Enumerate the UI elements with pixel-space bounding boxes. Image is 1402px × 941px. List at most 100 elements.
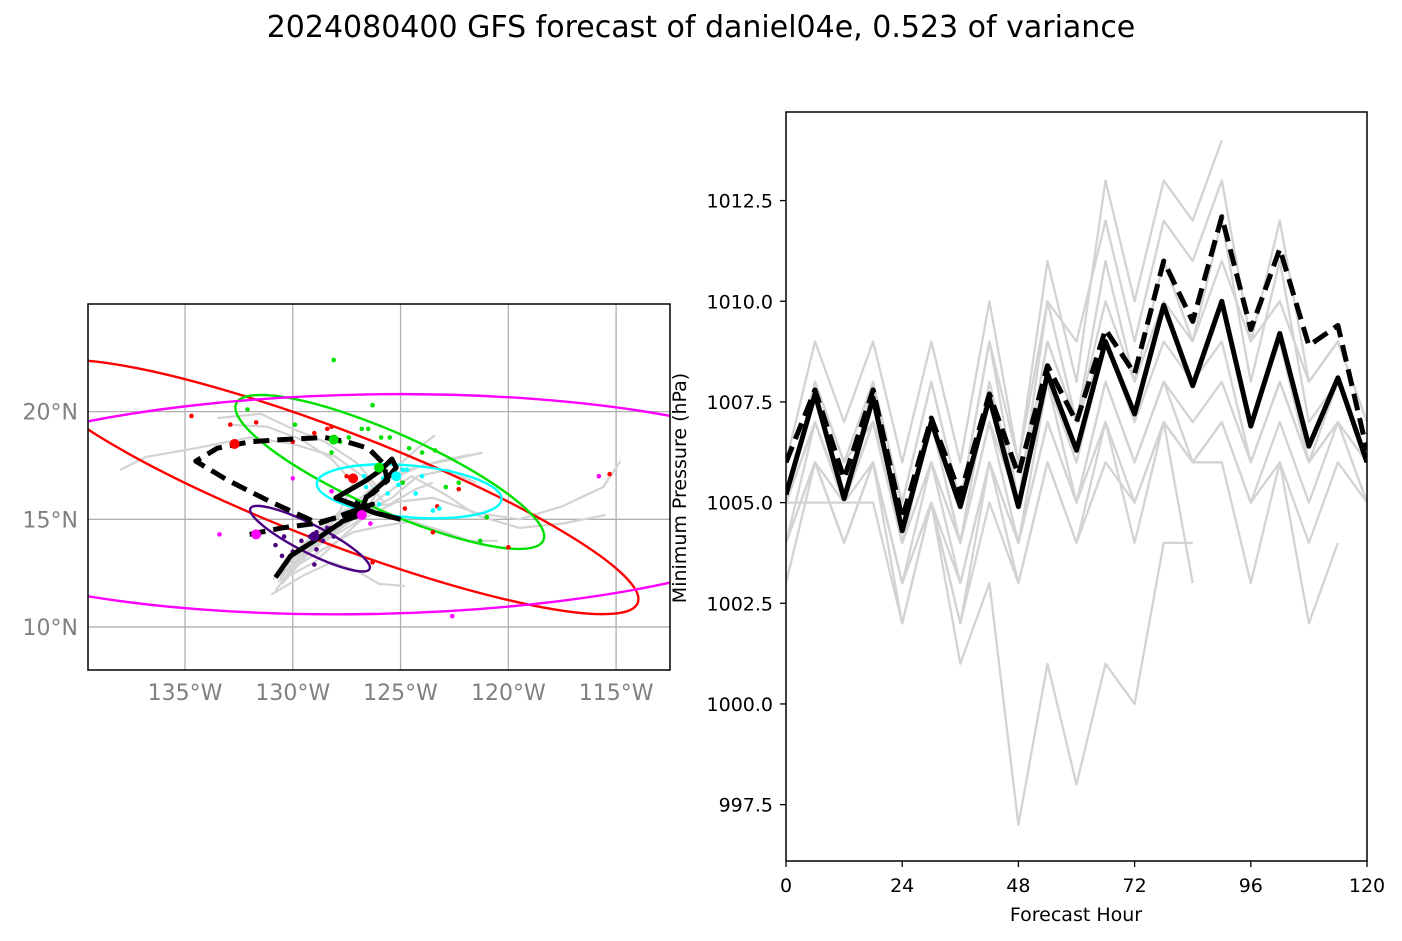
member-point-indigo (299, 538, 304, 544)
member-point-red (402, 506, 408, 511)
member-point-cyan (363, 484, 369, 490)
member-point-cyan (413, 491, 418, 496)
y-axis-label: Minimum Pressure (hPa) (669, 373, 691, 603)
member-point-green (378, 435, 384, 440)
member-point-magenta (217, 532, 222, 537)
member-point-green (443, 484, 449, 490)
pressure-ticks: 0 24 48 72 96 120 997.5 1000.0 1002.5 1005.0 1007.… (707, 191, 1386, 897)
x-tick-label: 72 (1123, 875, 1147, 897)
x-tick-label: 24 (890, 875, 914, 897)
map-ytick-label: 15°N (23, 508, 78, 533)
y-tick-label: 1007.5 (707, 392, 773, 414)
cluster-ellipse-cyan (315, 463, 503, 520)
member-point-green (292, 422, 298, 427)
member-point-red (456, 486, 462, 492)
ensemble-track (277, 460, 622, 583)
cluster-ellipse-green (234, 393, 546, 551)
cluster-centroids (229, 434, 402, 542)
cluster-ellipse-magenta (88, 392, 670, 616)
member-point-magenta (329, 489, 334, 494)
x-tick-label: 0 (780, 875, 792, 897)
centroid-indigo (309, 531, 320, 542)
member-point-indigo (279, 553, 285, 559)
member-point-green (419, 450, 425, 455)
centroid-green (374, 462, 384, 473)
member-point-green (432, 448, 438, 453)
member-point-indigo (273, 542, 278, 548)
member-point-green (359, 426, 365, 432)
member-point-magenta (368, 521, 373, 526)
centroid-magenta (251, 529, 262, 540)
pressure-series (786, 139, 1367, 826)
member-point-green (346, 435, 352, 440)
x-tick-label: 48 (1006, 875, 1030, 897)
member-point-green (484, 514, 490, 520)
map-ytick-label: 20°N (23, 401, 78, 426)
y-tick-label: 1012.5 (707, 191, 773, 213)
member-point-cyan (385, 491, 390, 496)
member-point-cyan (404, 467, 410, 473)
map-ytick-label: 10°N (23, 616, 78, 641)
ensemble-track (270, 561, 405, 596)
member-point-indigo (331, 534, 337, 539)
map-frame (87, 303, 671, 671)
map-xtick-label: 120°W (471, 681, 546, 706)
centroid-cyan (391, 471, 402, 482)
y-tick-label: 1005.0 (707, 493, 773, 515)
member-point-red (189, 413, 194, 419)
member-point-green (245, 407, 250, 412)
member-point-magenta (596, 473, 602, 479)
member-point-cyan (419, 473, 425, 479)
pressure-line-ensemble (786, 420, 1194, 625)
member-point-magenta (449, 613, 455, 619)
member-point-red (227, 422, 233, 427)
map-xtick-label: 125°W (363, 681, 438, 706)
member-point-green (406, 445, 412, 451)
ensemble-track (278, 453, 470, 581)
member-point-indigo (281, 534, 287, 539)
map-xtick-label: 130°W (255, 681, 330, 706)
member-point-cyan (376, 501, 382, 507)
member-point-red (370, 560, 375, 565)
member-point-green (456, 480, 462, 485)
member-point-green (387, 435, 393, 440)
member-point-red (324, 426, 330, 432)
member-point-red (506, 544, 511, 550)
pressure-line-ensemble (786, 179, 1367, 504)
member-point-green (365, 426, 371, 432)
x-tick-label: 120 (1349, 875, 1385, 897)
member-point-red (430, 529, 436, 535)
member-point-cyan (400, 467, 406, 473)
member-point-green (370, 402, 375, 408)
member-point-indigo (320, 538, 326, 544)
member-point-green (331, 357, 337, 363)
ensemble-track (119, 436, 385, 574)
mean-track-solid (273, 456, 402, 579)
member-point-indigo (312, 562, 317, 567)
centroid-magenta (356, 509, 367, 520)
map-gridlines (88, 304, 670, 670)
member-point-red (329, 424, 334, 430)
member-point-red (312, 430, 317, 436)
pressure-line-ensemble (786, 501, 1193, 826)
pressure-line-ensemble (786, 380, 1367, 585)
member-point-indigo (314, 547, 319, 552)
member-point-red (253, 420, 259, 425)
member-point-magenta (290, 476, 296, 481)
member-point-red (607, 471, 612, 477)
map-tick-labels: 135°W 130°W 125°W 120°W 115°W 10°N 15°N 20°N (23, 401, 654, 706)
map-xtick-label: 135°W (148, 681, 223, 706)
member-point-red (344, 473, 349, 479)
member-point-green (478, 538, 483, 544)
member-point-cyan (437, 506, 442, 511)
member-point-green (329, 450, 334, 455)
x-axis-label: Forecast Hour (1010, 904, 1142, 926)
member-point-cyan (361, 473, 367, 479)
member-point-cyan (430, 508, 436, 513)
y-tick-label: 1000.0 (707, 694, 773, 716)
centroid-red (348, 473, 359, 484)
x-tick-label: 96 (1239, 875, 1263, 897)
y-tick-label: 997.5 (719, 795, 773, 817)
pressure-frame (785, 111, 1368, 862)
